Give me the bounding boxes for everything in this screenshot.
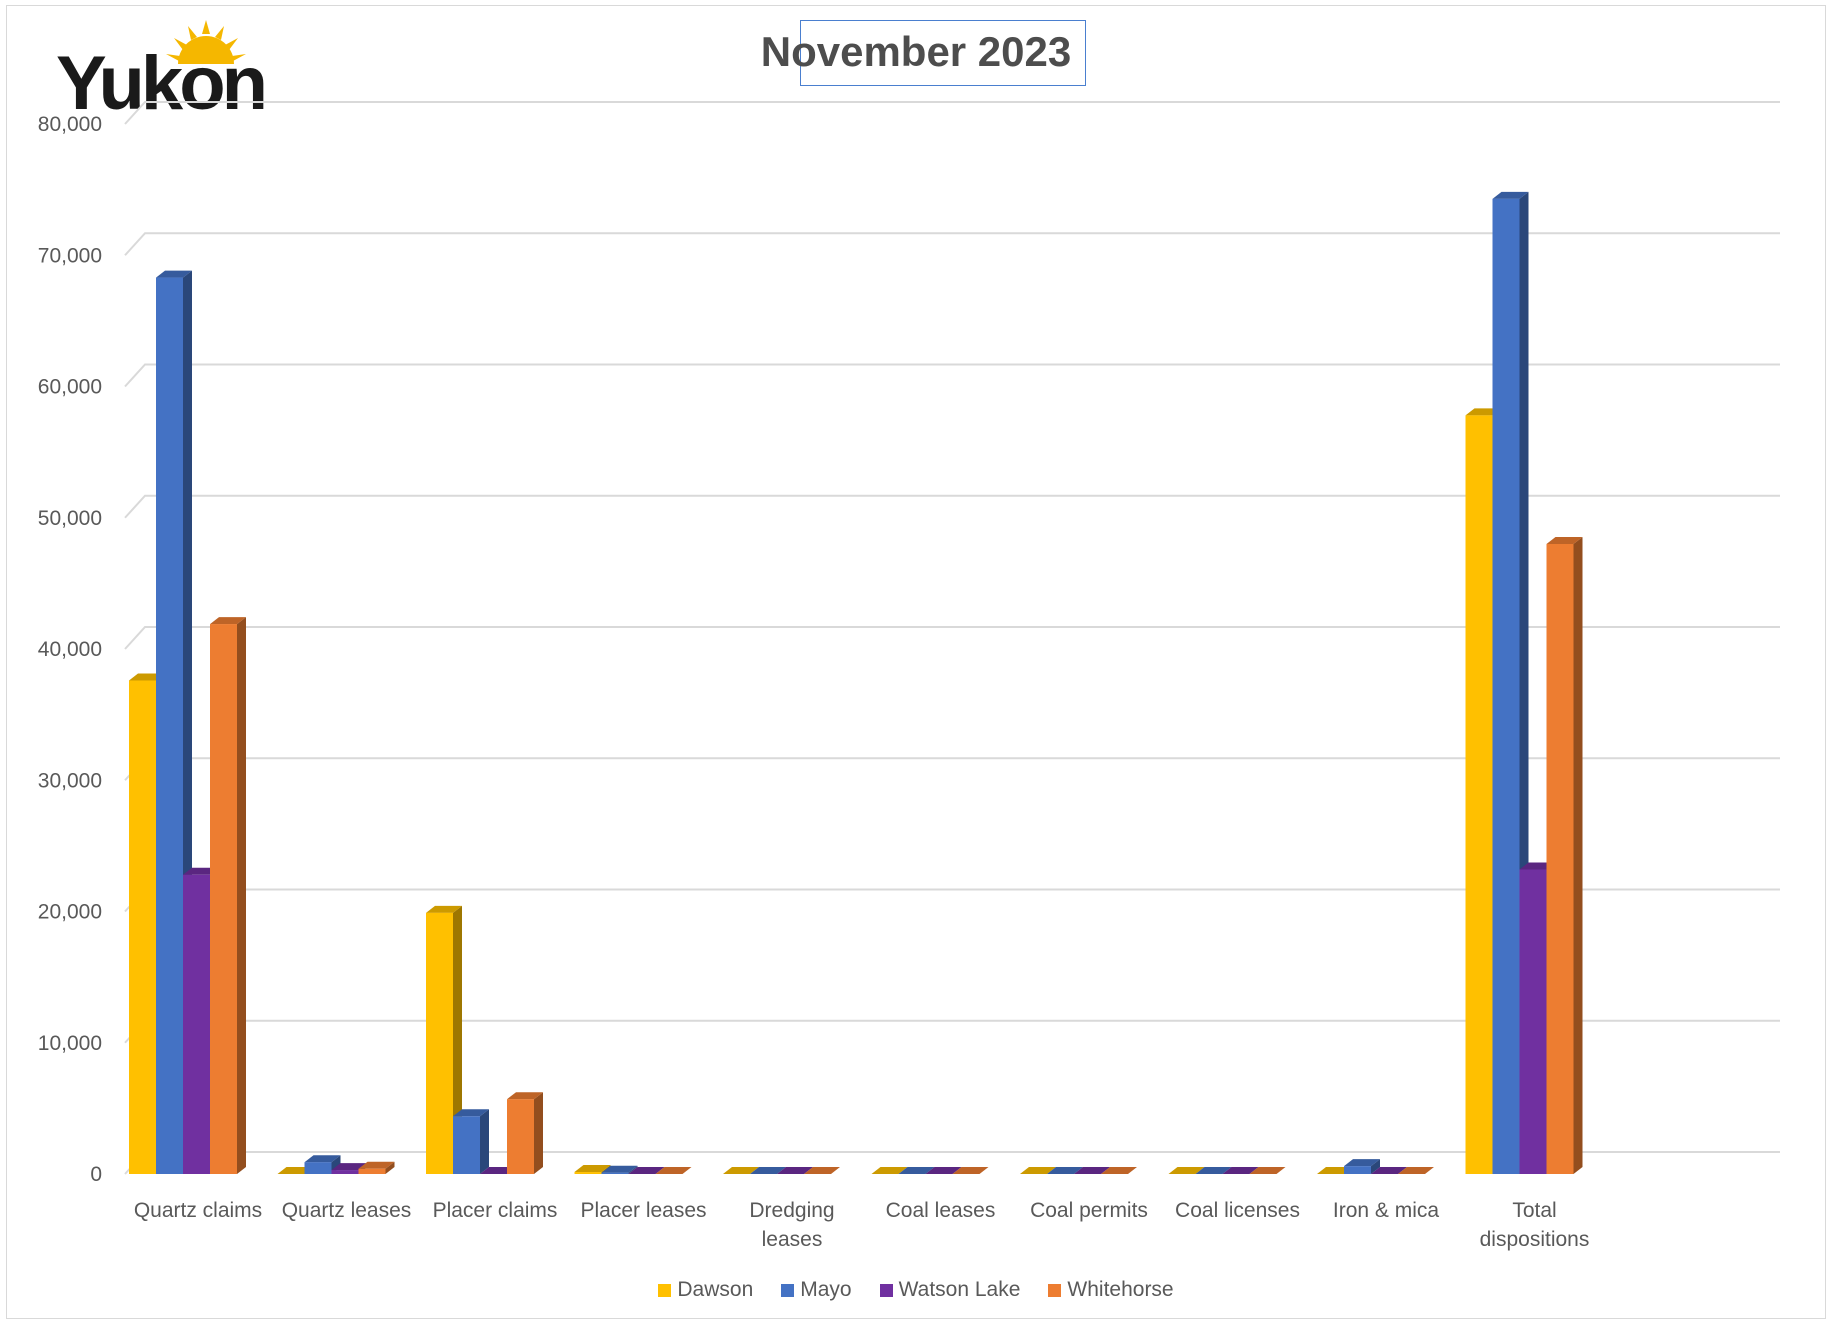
bar-mayo [1047,1167,1083,1174]
legend-item: Dawson [658,1278,753,1302]
y-tick-label: 0 [90,1163,102,1186]
bar-whitehorse [655,1167,692,1174]
y-tick-label: 20,000 [38,901,102,924]
bar-whitehorse [1398,1167,1434,1174]
legend-swatch [658,1283,672,1297]
bar-whitehorse [952,1167,989,1174]
legend-swatch [879,1283,893,1297]
bar-dawson [871,1167,908,1174]
x-tick-label: Total dispositions [1480,1199,1590,1251]
bar-whitehorse [507,1092,543,1174]
bar-whitehorse [804,1167,840,1174]
bar-mayo [898,1167,935,1174]
y-tick-label: 50,000 [38,507,102,530]
bar-whitehorse [1249,1167,1286,1174]
x-tick-label: Dredging leases [749,1199,834,1251]
bars [129,191,1583,1174]
bar-watson-lake [925,1167,962,1174]
y-tick-label: 70,000 [38,244,102,267]
bar-dawson [426,905,462,1174]
bar-whitehorse [1101,1167,1137,1174]
bar-mayo [156,270,192,1174]
gridline [124,757,1780,781]
gridline [124,494,1780,519]
legend-item: Mayo [781,1278,852,1302]
gridline [124,232,1780,256]
bar-dawson [723,1167,759,1174]
chart-frame [6,5,1826,1319]
legend-label: Dawson [677,1278,754,1301]
y-tick-label: 80,000 [38,113,102,136]
bar-whitehorse [1546,537,1583,1174]
legend-label: Whitehorse [1067,1278,1174,1301]
gridline [124,626,1780,650]
y-tick-label: 60,000 [38,376,102,399]
bar-mayo [601,1165,638,1174]
x-tick-label: Placer leases [580,1199,706,1222]
x-axis-ticks: Quartz claims Quartz leases Placer claims P… [134,1199,1590,1251]
bar-whitehorse [358,1161,395,1174]
y-tick-label: 40,000 [38,638,102,661]
x-tick-label: Coal permits [1030,1199,1148,1222]
y-tick-label: 30,000 [38,769,102,792]
bar-mayo [1492,191,1529,1174]
gridline [124,101,1780,125]
bar-dawson [1168,1167,1205,1174]
bar-dawson [1020,1167,1056,1174]
legend-item: Whitehorse [1048,1278,1174,1302]
legend-label: Watson Lake [898,1278,1021,1301]
bar-watson-lake [1074,1167,1110,1174]
legend-item: Watson Lake [879,1278,1021,1302]
y-axis-ticks: 0 10,000 20,000 30,000 40,000 50,000 60,000 70,… [38,113,102,1186]
x-tick-label: Iron & mica [1333,1199,1440,1222]
legend: Dawson Mayo Watson Lake Whitehorse [0,1278,1832,1302]
x-tick-label: Coal leases [886,1199,996,1222]
yukon-logo: Yukon [56,20,286,126]
bar-watson-lake [628,1167,665,1174]
y-tick-label: 10,000 [38,1032,102,1055]
x-tick-label: Coal licenses [1175,1199,1300,1222]
x-tick-label: Quartz claims [134,1199,262,1222]
x-tick-label: Quartz leases [282,1199,412,1222]
bar-watson-lake [1371,1167,1407,1174]
legend-swatch [781,1283,795,1297]
sun-icon [166,20,246,64]
x-tick-label: Placer claims [433,1199,558,1222]
bar-watson-lake [1222,1167,1259,1174]
bar-whitehorse [210,617,246,1174]
bar-mayo [1344,1159,1380,1174]
gridline [124,363,1780,388]
legend-label: Mayo [800,1278,852,1301]
bar-watson-lake [777,1167,813,1174]
bar-mayo [1195,1167,1232,1174]
title-box [800,20,1086,86]
bar-mayo [750,1167,786,1174]
chart-title: November 2023 [760,28,1072,75]
bar-mayo [453,1109,489,1174]
logo-wordmark: Yukon [56,41,268,126]
legend-swatch [1048,1283,1062,1297]
